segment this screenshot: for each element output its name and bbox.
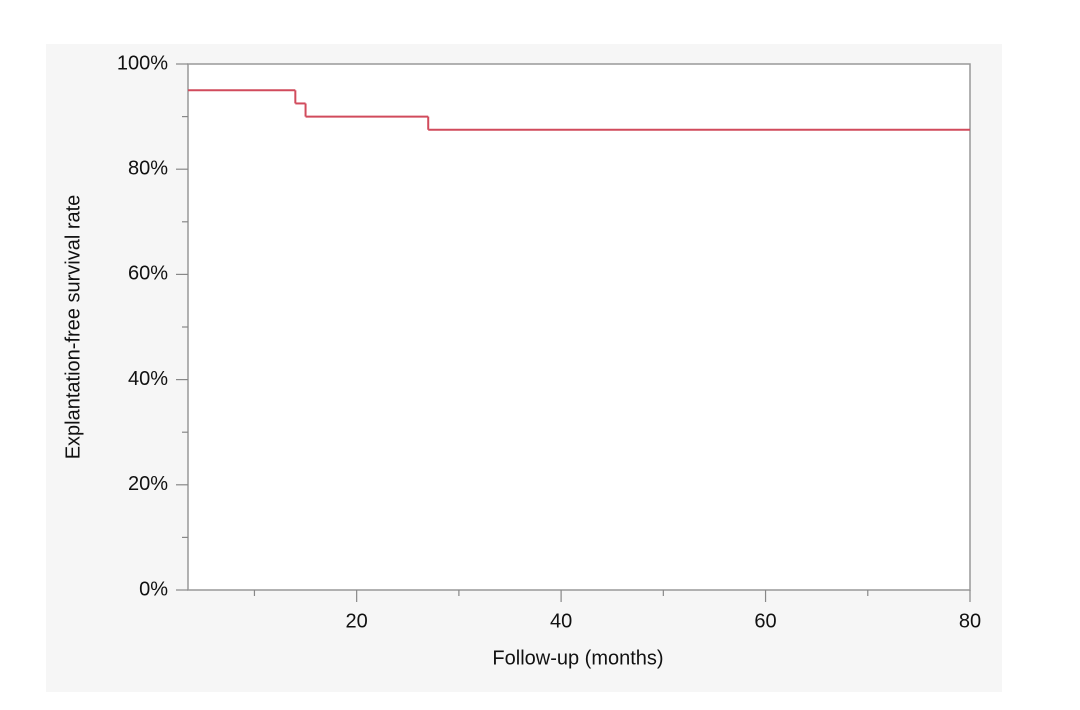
x-tick-label: 20 xyxy=(346,610,368,632)
y-tick-label: 60% xyxy=(128,263,168,285)
y-tick-label: 40% xyxy=(128,368,168,390)
x-tick-label: 40 xyxy=(550,610,572,632)
series-group xyxy=(188,89,970,131)
y-tick-label: 100% xyxy=(117,52,168,74)
y-axis-label: Explantation-free survival rate xyxy=(62,195,84,460)
x-tick-label: 80 xyxy=(959,610,981,632)
x-tick-label: 60 xyxy=(754,610,776,632)
y-tick-label: 80% xyxy=(128,157,168,179)
y-tick-label: 20% xyxy=(128,473,168,495)
y-tick-label: 0% xyxy=(139,578,168,600)
x-axis-label: Follow-up (months) xyxy=(492,647,663,669)
plot-area xyxy=(187,63,971,591)
